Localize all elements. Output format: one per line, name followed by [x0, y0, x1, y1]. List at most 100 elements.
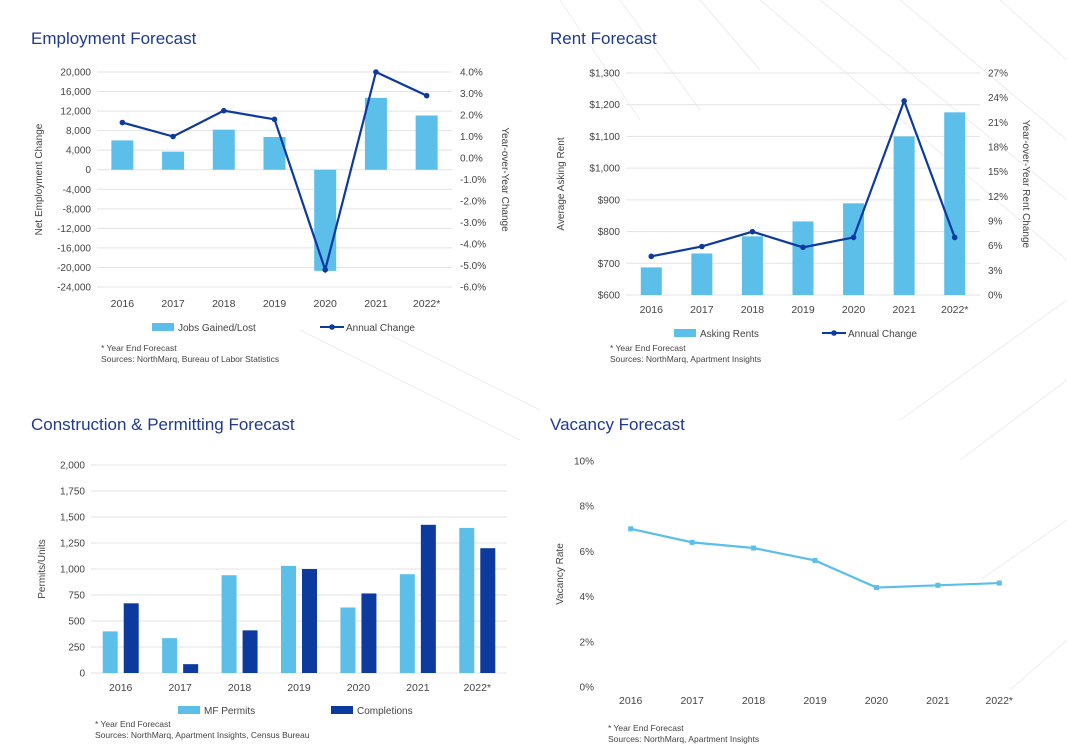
y-tick-label: -8,000 [63, 204, 92, 215]
data-point [628, 526, 634, 532]
x-tick-label: 2022* [941, 304, 968, 316]
data-point [170, 133, 176, 140]
y2-tick-label: 18% [988, 143, 1008, 154]
data-point [751, 545, 757, 551]
data-point [699, 243, 705, 250]
vacancy-footnote: * Year End Forecast [608, 723, 684, 733]
data-point [996, 580, 1002, 586]
legend-label: Annual Change [848, 329, 917, 340]
data-point [220, 107, 227, 114]
rent-chart: $1,300 $1,200 $1,100 $1,000 $900 $800 $700 $600… [556, 69, 1031, 341]
y-tick-label: 0 [79, 669, 85, 680]
data-point [648, 253, 655, 260]
data-point [119, 119, 126, 126]
x-tick-label: 2020 [865, 695, 889, 707]
y2-tick-label: 15% [988, 167, 1008, 178]
employment-chart: 20,000 16,000 12,000 8,000 4,000 0 -4,000 -8,00… [34, 68, 510, 335]
y2-tick-label: 27% [988, 69, 1008, 80]
data-point [800, 244, 806, 251]
bar [221, 575, 237, 673]
legend-label: Jobs Gained/Lost [178, 323, 256, 334]
x-tick-label: 2017 [168, 682, 192, 694]
bar [399, 574, 415, 673]
data-point [812, 557, 818, 563]
x-tick-label: 2021 [406, 682, 430, 694]
bar [480, 548, 496, 673]
y2-tick-label: 4.0% [460, 68, 483, 79]
bar [102, 631, 118, 673]
employment-sources: Sources: NorthMarq, Bureau of Labor Stat… [101, 354, 280, 364]
bar [263, 136, 286, 170]
y2-tick-label: 3% [988, 266, 1003, 277]
x-tick-label: 2021 [926, 695, 950, 707]
y2-tick-label: 21% [988, 118, 1008, 129]
construction-chart: 2,000 1,750 1,500 1,250 1,000 750 500 250 0 2016 2… [37, 461, 507, 717]
y-tick-label: 8% [580, 502, 595, 513]
bar [212, 129, 235, 170]
bar [281, 565, 296, 673]
legend-marker [329, 324, 335, 330]
bar [314, 169, 337, 271]
y-tick-label: -24,000 [57, 283, 91, 294]
data-point [951, 234, 958, 241]
x-tick-label: 2019 [263, 298, 287, 310]
y-tick-label: 2% [580, 637, 595, 648]
legend-swatch [152, 323, 174, 331]
x-tick-label: 2021 [364, 298, 388, 310]
x-tick-label: 2019 [803, 695, 827, 707]
bar [123, 603, 139, 673]
x-tick-label: 2016 [619, 695, 643, 707]
x-tick-label: 2020 [347, 682, 371, 694]
bar [459, 527, 475, 673]
legend-swatch [331, 706, 353, 714]
y2-tick-label: -5.0% [460, 261, 486, 272]
rent-sources: Sources: NorthMarq, Apartment Insights [610, 354, 762, 364]
bar [302, 569, 317, 673]
data-point [901, 98, 907, 104]
y-tick-label: -12,000 [57, 224, 91, 235]
y2-tick-label: 0% [988, 291, 1003, 302]
x-tick-label: 2018 [742, 695, 766, 707]
legend-label: Completions [357, 706, 413, 717]
vacancy-chart: 10% 8% 6% 4% 2% 0% 2016 2017 2018 2019 2020 2021 202… [555, 457, 1013, 708]
employment-footnote: * Year End Forecast [101, 343, 177, 353]
y-tick-label: $700 [598, 259, 621, 270]
y2-tick-label: 9% [988, 217, 1003, 228]
y2-tick-label: 12% [988, 192, 1008, 203]
x-tick-label: 2019 [791, 304, 815, 316]
bar [415, 115, 438, 170]
y-tick-label: 1,750 [60, 487, 85, 498]
x-tick-label: 2022* [413, 298, 440, 310]
x-tick-label: 2018 [212, 298, 236, 310]
bar [183, 664, 199, 673]
x-tick-label: 2016 [640, 304, 664, 316]
x-tick-label: 2020 [314, 298, 338, 310]
y-tick-label: -20,000 [57, 263, 91, 274]
data-point [749, 228, 756, 235]
bar [420, 524, 436, 673]
bar [691, 253, 713, 295]
bar [364, 97, 387, 170]
vacancy-sources: Sources: NorthMarq, Apartment Insights [608, 734, 760, 744]
y2-tick-label: -4.0% [460, 240, 486, 251]
y-tick-label: $1,200 [589, 100, 620, 111]
bar [640, 267, 662, 295]
y-axis-title: Average Asking Rent [556, 137, 567, 230]
y-tick-label: 1,000 [60, 565, 85, 576]
legend-swatch [178, 706, 200, 714]
rent-title: Rent Forecast [550, 29, 657, 48]
x-tick-label: 2020 [842, 304, 866, 316]
construction-title: Construction & Permitting Forecast [31, 415, 295, 434]
bar [893, 136, 915, 295]
y-tick-label: 6% [580, 547, 595, 558]
y-tick-label: $1,300 [589, 69, 620, 80]
y-tick-label: 4,000 [66, 146, 91, 157]
data-point [935, 582, 941, 588]
x-tick-label: 2016 [111, 298, 135, 310]
y-tick-label: 1,500 [60, 513, 85, 524]
y-tick-label: $900 [598, 195, 621, 206]
bar [944, 112, 966, 295]
data-point [423, 92, 430, 99]
x-tick-label: 2019 [287, 682, 311, 694]
